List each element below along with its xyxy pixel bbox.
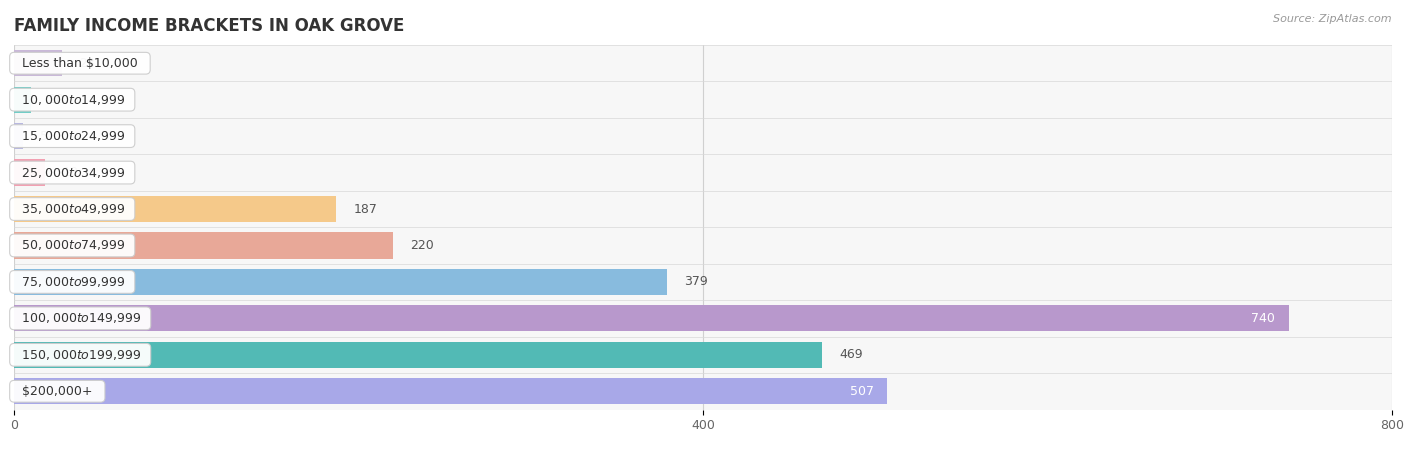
Text: 507: 507 (849, 385, 873, 398)
Bar (14, 232, 394, 259)
Text: 10: 10 (48, 93, 65, 106)
Bar (14, 45, 1392, 81)
Text: 28: 28 (80, 57, 96, 70)
Bar (14, 373, 1392, 410)
Bar (14, 305, 1289, 332)
Bar (14, 191, 1392, 227)
Bar (14, 378, 887, 405)
Text: $75,000 to $99,999: $75,000 to $99,999 (14, 275, 131, 289)
Bar (14, 118, 1392, 154)
Bar (14, 86, 31, 113)
Text: 187: 187 (353, 202, 377, 216)
Text: $15,000 to $24,999: $15,000 to $24,999 (14, 129, 131, 143)
Bar (14, 337, 1392, 373)
Text: $35,000 to $49,999: $35,000 to $49,999 (14, 202, 131, 216)
Bar (14, 81, 1392, 118)
Text: $50,000 to $74,999: $50,000 to $74,999 (14, 238, 131, 252)
Text: 469: 469 (839, 348, 863, 361)
Bar (14, 342, 823, 368)
Text: 379: 379 (685, 275, 707, 288)
Bar (14, 50, 62, 76)
Text: 5: 5 (39, 130, 48, 143)
Bar (14, 227, 1392, 264)
Bar (14, 159, 45, 186)
Text: Source: ZipAtlas.com: Source: ZipAtlas.com (1274, 14, 1392, 23)
Bar (14, 123, 22, 149)
Text: Less than $10,000: Less than $10,000 (14, 57, 146, 70)
Text: 220: 220 (411, 239, 434, 252)
Bar (14, 154, 1392, 191)
Text: 740: 740 (1251, 312, 1275, 325)
Text: $25,000 to $34,999: $25,000 to $34,999 (14, 166, 131, 180)
Bar (14, 300, 1392, 337)
Bar (14, 269, 666, 295)
Text: $150,000 to $199,999: $150,000 to $199,999 (14, 348, 146, 362)
Text: 18: 18 (62, 166, 79, 179)
Text: FAMILY INCOME BRACKETS IN OAK GROVE: FAMILY INCOME BRACKETS IN OAK GROVE (14, 17, 405, 35)
Text: $100,000 to $149,999: $100,000 to $149,999 (14, 311, 146, 325)
Text: $200,000+: $200,000+ (14, 385, 101, 398)
Bar (14, 196, 336, 222)
Text: $10,000 to $14,999: $10,000 to $14,999 (14, 93, 131, 107)
Bar (14, 264, 1392, 300)
